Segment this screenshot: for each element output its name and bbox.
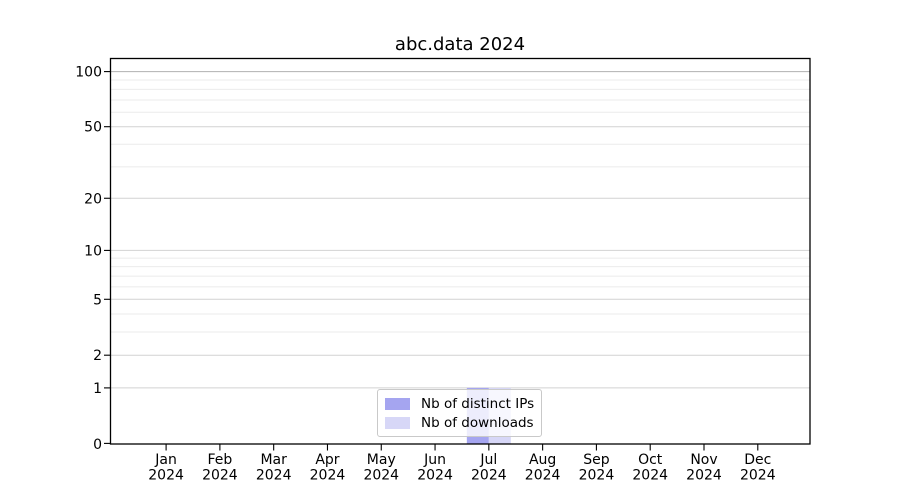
legend-swatch-distinct-ips bbox=[385, 397, 410, 410]
legend-label-downloads: Nb of downloads bbox=[421, 414, 534, 431]
svg-text:Mar: Mar bbox=[260, 452, 287, 468]
svg-text:2024: 2024 bbox=[632, 468, 668, 484]
svg-text:Aug: Aug bbox=[529, 452, 556, 468]
svg-text:20: 20 bbox=[84, 191, 102, 207]
svg-text:1: 1 bbox=[93, 381, 102, 397]
svg-text:2024: 2024 bbox=[310, 468, 346, 484]
axis-ticks bbox=[104, 71, 759, 451]
svg-text:Jun: Jun bbox=[423, 452, 446, 468]
svg-text:Nov: Nov bbox=[690, 452, 717, 468]
svg-text:Oct: Oct bbox=[638, 452, 663, 468]
svg-text:50: 50 bbox=[84, 120, 102, 136]
svg-text:10: 10 bbox=[84, 243, 102, 259]
plot-border bbox=[109, 57, 811, 445]
svg-text:5: 5 bbox=[93, 292, 102, 308]
svg-text:2024: 2024 bbox=[579, 468, 615, 484]
svg-text:2024: 2024 bbox=[740, 468, 776, 484]
svg-text:2024: 2024 bbox=[686, 468, 722, 484]
legend-swatch-downloads bbox=[385, 416, 410, 429]
x-axis-labels: Jan2024Feb2024Mar2024Apr2024May2024Jun20… bbox=[148, 452, 775, 484]
legend-item-distinct-ips: Nb of distinct IPs bbox=[385, 394, 534, 413]
svg-text:Apr: Apr bbox=[315, 452, 339, 468]
svg-text:2: 2 bbox=[93, 348, 102, 364]
svg-text:0: 0 bbox=[93, 437, 102, 453]
legend-label-distinct-ips: Nb of distinct IPs bbox=[421, 395, 535, 412]
svg-text:Jul: Jul bbox=[479, 452, 497, 468]
svg-text:2024: 2024 bbox=[148, 468, 184, 484]
chart-title: abc.data 2024 bbox=[394, 34, 526, 55]
svg-text:Jan: Jan bbox=[154, 452, 177, 468]
svg-text:100: 100 bbox=[75, 65, 102, 81]
svg-text:2024: 2024 bbox=[256, 468, 292, 484]
svg-text:May: May bbox=[367, 452, 396, 468]
svg-text:2024: 2024 bbox=[417, 468, 453, 484]
legend: Nb of distinct IPs Nb of downloads bbox=[377, 389, 543, 437]
svg-text:2024: 2024 bbox=[363, 468, 399, 484]
gridlines bbox=[110, 71, 810, 389]
svg-text:2024: 2024 bbox=[525, 468, 561, 484]
svg-text:Dec: Dec bbox=[744, 452, 771, 468]
svg-text:2024: 2024 bbox=[471, 468, 507, 484]
y-axis-labels: 0 1 2 5 10 20 50 100 bbox=[75, 65, 102, 453]
svg-text:Sep: Sep bbox=[583, 452, 610, 468]
legend-item-downloads: Nb of downloads bbox=[385, 413, 534, 432]
svg-text:2024: 2024 bbox=[202, 468, 238, 484]
svg-text:Feb: Feb bbox=[207, 452, 232, 468]
